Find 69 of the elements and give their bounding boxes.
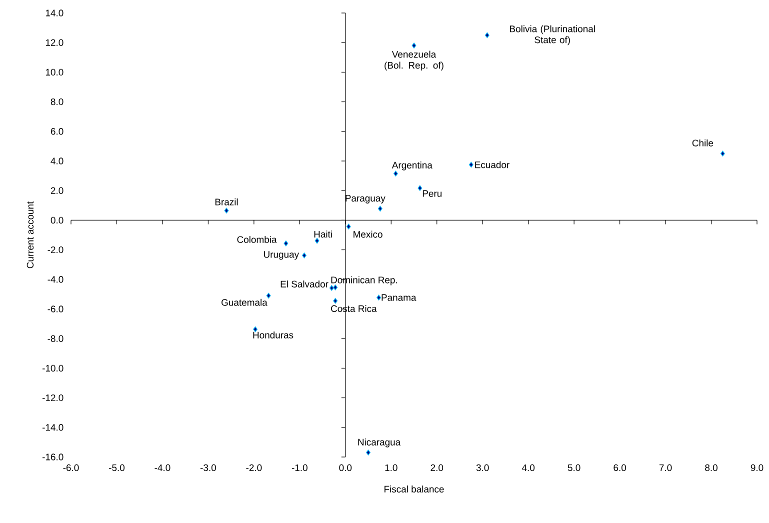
- point: [302, 252, 306, 258]
- x-tick-label: 2.0: [430, 464, 444, 472]
- point: [366, 450, 370, 456]
- x-tick-label: -5.0: [109, 464, 125, 472]
- x-tick-label: 5.0: [568, 464, 580, 472]
- annotation: Peru: [422, 190, 442, 197]
- annotation: Ecuador: [475, 161, 510, 168]
- annotation: Honduras: [253, 331, 294, 338]
- y-tick-label: -4.0: [48, 276, 64, 283]
- x-tick-label: -2.0: [246, 464, 262, 472]
- annotation: El Salvador: [280, 280, 328, 288]
- x-tick-label: 1.0: [385, 464, 398, 472]
- x-tick-label: -4.0: [154, 464, 170, 472]
- point: [346, 224, 351, 230]
- x-tick-label: -1.0: [292, 464, 308, 472]
- y-tick-label: 10.0: [46, 68, 64, 76]
- y-tick-label: 4.0: [50, 158, 64, 164]
- y-tick-label: -8.0: [48, 335, 64, 342]
- annotation: Colombia: [237, 236, 277, 243]
- annotation: Panama: [382, 294, 416, 301]
- x-tick-label: 4.0: [522, 464, 535, 472]
- x-tick-label: -6.0: [63, 464, 79, 472]
- annotation: Brazil: [215, 198, 238, 206]
- point: [484, 32, 490, 38]
- point: [418, 185, 422, 191]
- point: [284, 240, 288, 246]
- y-tick-label: 8.0: [50, 98, 64, 106]
- point: [329, 285, 334, 291]
- annotation: Venezuela (Bol. Rep. of): [384, 50, 444, 71]
- annotation: Chile: [692, 139, 714, 146]
- x-tick-label: 7.0: [659, 464, 672, 472]
- point: [376, 294, 381, 300]
- point: [378, 206, 382, 212]
- y-tick-label: -14.0: [42, 424, 64, 431]
- y-tick-label: 2.0: [50, 187, 64, 194]
- point: [394, 170, 398, 176]
- annotation: Guatemala: [222, 298, 268, 306]
- y-tick-label: -2.0: [48, 246, 64, 254]
- annotation: Uruguay: [264, 251, 300, 260]
- y-tick-label: -6.0: [48, 306, 64, 312]
- point: [333, 298, 338, 304]
- annotation: Haiti: [314, 230, 332, 238]
- x-tick-label: 0.0: [339, 464, 352, 472]
- x-axis-title: Fiscal balance: [384, 486, 444, 493]
- annotation: Nicaragua: [358, 438, 401, 448]
- point: [266, 292, 271, 298]
- annotation: Argentina: [392, 162, 432, 170]
- x-tick-label: 6.0: [614, 464, 626, 472]
- point: [314, 238, 320, 244]
- y-tick-label: 6.0: [50, 128, 64, 135]
- x-tick-label: 3.0: [476, 464, 489, 472]
- point: [412, 42, 416, 48]
- annotation: Bolivia (Plurinational State of): [510, 25, 595, 46]
- x-tick-label: -3.0: [200, 464, 216, 472]
- point: [224, 208, 229, 214]
- x-tick-label: 8.0: [705, 464, 718, 472]
- point: [720, 150, 725, 156]
- y-axis-title: Current account: [26, 201, 34, 268]
- y-tick-label: -12.0: [42, 394, 64, 402]
- x-tick-label: 9.0: [750, 464, 764, 472]
- y-tick-label: 0.0: [50, 216, 64, 224]
- y-tick-label: 14.0: [46, 10, 64, 16]
- point: [468, 162, 474, 168]
- annotation: Mexico: [354, 230, 382, 238]
- y-tick-label: 12.0: [46, 39, 64, 46]
- point: [333, 284, 338, 290]
- y-tick-label: -16.0: [42, 454, 64, 460]
- annotation: Paraguay: [346, 194, 386, 204]
- y-tick-label: -10.0: [42, 364, 64, 372]
